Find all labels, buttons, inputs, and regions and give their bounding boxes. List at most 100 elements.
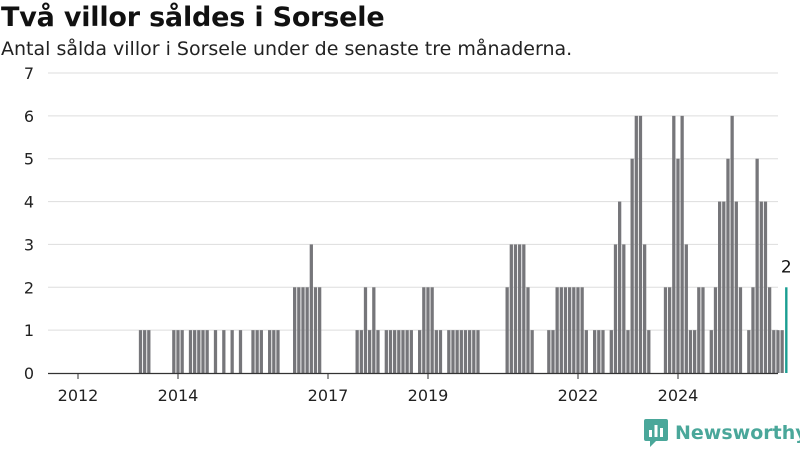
- bar: [313, 287, 318, 373]
- bar: [576, 287, 580, 373]
- bar: [405, 330, 409, 373]
- brand-name: Newsworthy: [675, 422, 800, 444]
- bar: [309, 244, 313, 373]
- bar: [268, 330, 272, 373]
- bar: [259, 330, 263, 373]
- bar: [376, 330, 380, 373]
- bar: [622, 244, 626, 373]
- bar: [672, 115, 676, 373]
- bar: [509, 244, 513, 373]
- bar: [663, 287, 668, 373]
- y-tick-label: 3: [24, 235, 34, 254]
- bar: [438, 330, 443, 373]
- bar: [688, 330, 693, 373]
- newsworthy-logo-icon: [644, 419, 668, 447]
- x-tick-label: 2019: [408, 386, 449, 405]
- bar: [584, 330, 588, 373]
- bar: [180, 330, 184, 373]
- bar: [393, 330, 397, 373]
- bar: [718, 201, 722, 373]
- bar: [613, 244, 618, 373]
- bar: [601, 330, 605, 373]
- bar: [172, 330, 176, 373]
- bar: [176, 330, 180, 373]
- bar: [680, 115, 684, 373]
- bar: [626, 330, 630, 373]
- bar: [318, 287, 322, 373]
- bar: [751, 287, 755, 373]
- bar: [722, 201, 726, 373]
- bar: [559, 287, 563, 373]
- bar: [726, 158, 730, 373]
- bar: [772, 330, 776, 373]
- chart-title: Två villor såldes i Sorsele: [1, 2, 385, 33]
- x-tick-label: 2022: [558, 386, 599, 405]
- bar: [143, 330, 147, 373]
- bar: [526, 287, 530, 373]
- bar: [188, 330, 193, 373]
- bar: [755, 158, 759, 373]
- bar: [713, 287, 718, 373]
- bar: [505, 287, 509, 373]
- x-tick-label: 2024: [658, 386, 699, 405]
- bar: [676, 158, 680, 373]
- bar: [634, 115, 638, 373]
- bar: [618, 201, 622, 373]
- bar: [230, 330, 234, 373]
- bar: [697, 287, 701, 373]
- bar: [193, 330, 197, 373]
- bar: [418, 330, 422, 373]
- bar: [763, 201, 768, 373]
- bar: [609, 330, 613, 373]
- y-tick-label: 1: [24, 321, 34, 340]
- data-label: 2: [781, 257, 792, 277]
- bar: [513, 244, 518, 373]
- bar: [447, 330, 451, 373]
- bar: [272, 330, 276, 373]
- bar: [205, 330, 209, 373]
- bar: [463, 330, 468, 373]
- bar: [305, 287, 309, 373]
- y-tick-label: 5: [24, 150, 34, 169]
- bar: [147, 330, 151, 373]
- bar: [693, 330, 697, 373]
- bar: [459, 330, 463, 373]
- bar: [201, 330, 205, 373]
- bar: [255, 330, 259, 373]
- bar: [709, 330, 713, 373]
- bar: [422, 287, 426, 373]
- bar: [684, 244, 688, 373]
- bar: [701, 287, 705, 373]
- y-tick-label: 0: [24, 364, 34, 383]
- bar: [213, 330, 218, 373]
- bar: [384, 330, 388, 373]
- bar: [372, 287, 376, 373]
- bar: [572, 287, 576, 373]
- bar: [580, 287, 584, 373]
- bar: [551, 330, 555, 373]
- chart-subtitle: Antal sålda villor i Sorsele under de se…: [1, 38, 573, 60]
- bar: [430, 287, 434, 373]
- bar: [138, 330, 143, 373]
- bar: [363, 287, 368, 373]
- bar: [563, 287, 568, 373]
- y-tick-label: 2: [24, 278, 34, 297]
- bar: [768, 287, 772, 373]
- bar: [455, 330, 459, 373]
- bar: [668, 287, 672, 373]
- bar: [397, 330, 401, 373]
- bar: [630, 158, 634, 373]
- bar: [359, 330, 363, 373]
- bar: [222, 330, 226, 373]
- bar: [276, 330, 280, 373]
- bar: [730, 115, 734, 373]
- brand-logo[interactable]: Newsworthy: [644, 418, 800, 448]
- bar: [472, 330, 476, 373]
- bar: [734, 201, 738, 373]
- bar: [355, 330, 359, 373]
- bar: [368, 330, 372, 373]
- bar: [780, 330, 784, 373]
- bar: [197, 330, 201, 373]
- bar: [759, 201, 763, 373]
